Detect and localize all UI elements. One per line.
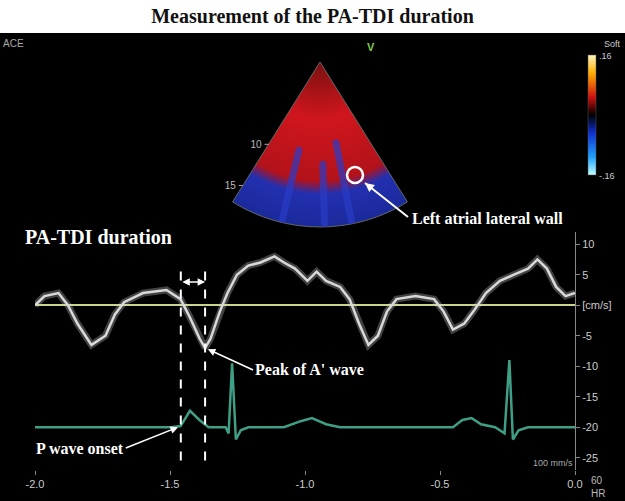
svg-text:Soft: Soft (604, 39, 621, 49)
svg-text:-.16: -.16 (599, 171, 615, 181)
svg-text:Peak of A' wave: Peak of A' wave (255, 361, 364, 378)
svg-text:60: 60 (591, 475, 603, 486)
svg-text:0.0: 0.0 (567, 478, 582, 490)
html-text:Measurement of the PA-TDI dura: Measurement of the PA-TDI duration (151, 5, 474, 27)
svg-text:5: 5 (582, 269, 588, 281)
svg-text:-5: -5 (582, 330, 592, 342)
svg-text:Left atrial lateral wall: Left atrial lateral wall (412, 210, 563, 227)
svg-text:-0.5: -0.5 (431, 478, 450, 490)
svg-text:10: 10 (582, 238, 594, 250)
svg-text:-20: -20 (582, 421, 598, 433)
svg-text:-2.0: -2.0 (26, 478, 45, 490)
svg-text:100 mm/s: 100 mm/s (533, 458, 573, 468)
svg-text:P wave onset: P wave onset (36, 440, 124, 457)
svg-text:-25: -25 (582, 452, 598, 464)
svg-text:-10: -10 (582, 360, 598, 372)
svg-text:HR: HR (591, 488, 605, 499)
svg-text:-1.5: -1.5 (161, 478, 180, 490)
svg-text:-15: -15 (582, 391, 598, 403)
svg-text:15: 15 (225, 180, 237, 191)
svg-text:10: 10 (250, 139, 262, 150)
svg-text:PA-TDI duration: PA-TDI duration (25, 226, 172, 248)
svg-text:-1.0: -1.0 (296, 478, 315, 490)
svg-text:ACE: ACE (3, 38, 24, 49)
svg-text:.16: .16 (599, 51, 612, 61)
svg-text:V: V (367, 41, 375, 53)
svg-text:[cm/s]: [cm/s] (582, 299, 611, 311)
